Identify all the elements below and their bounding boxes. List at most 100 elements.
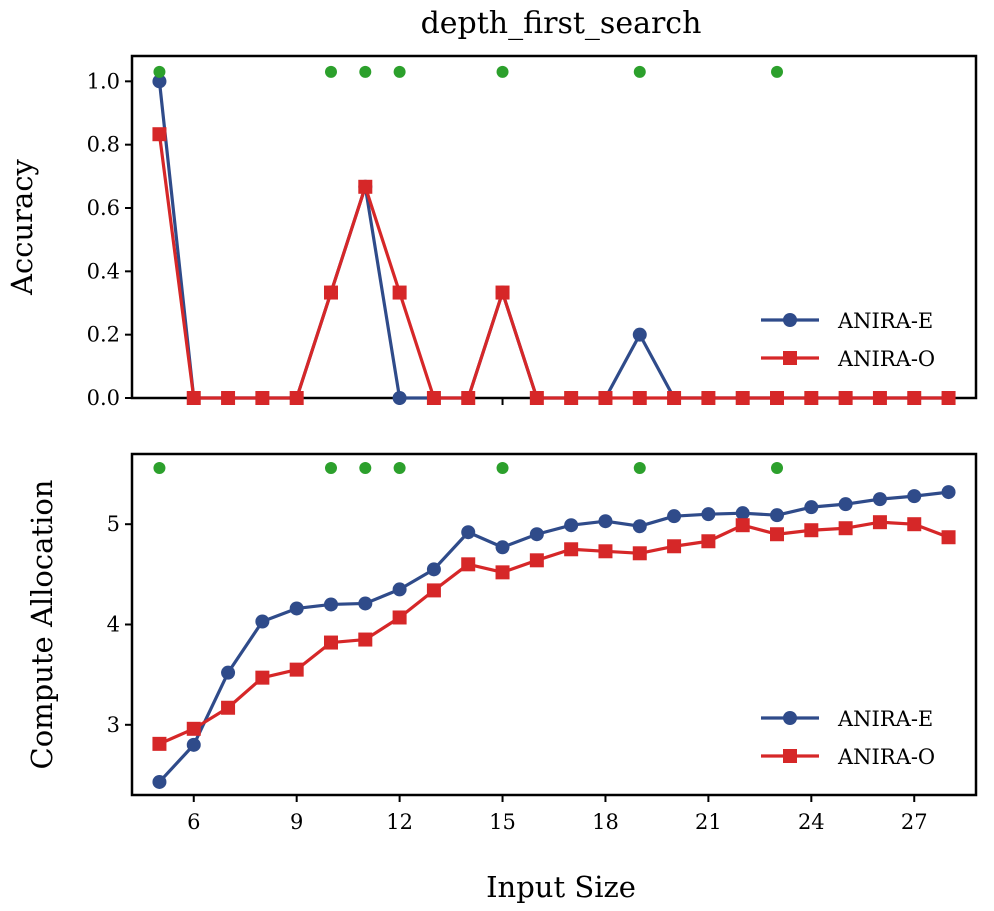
data-point-anira-o — [872, 391, 887, 405]
data-point-anira-e — [770, 508, 785, 523]
data-point-anira-o — [495, 285, 510, 300]
data-point-anira-o — [186, 391, 201, 405]
data-point-anira-o — [461, 391, 476, 405]
data-point-anira-o — [495, 565, 510, 580]
y-tick-label: 0.8 — [87, 133, 120, 157]
x-tick-label: 6 — [187, 810, 200, 834]
data-point-anira-o — [701, 391, 716, 405]
x-tick-label: 12 — [386, 810, 413, 834]
data-point-anira-o — [461, 557, 476, 572]
data-point-anira-o — [872, 515, 887, 530]
data-point-anira-o — [529, 553, 544, 568]
x-tick-label: 15 — [489, 810, 516, 834]
accuracy-panel: 0.0 0.2 0.4 0.6 0.8 1.0 Accuracy ANIRA-E ANIRA-O — [5, 54, 978, 410]
highlight-marker — [324, 65, 337, 78]
highlight-marker — [153, 462, 166, 475]
data-point-anira-e — [632, 327, 647, 342]
data-point-anira-o — [152, 736, 167, 751]
highlight-marker — [359, 65, 372, 78]
highlight-marker — [771, 462, 784, 475]
legend-marker — [783, 749, 797, 763]
y-tick-label: 0.0 — [87, 386, 120, 410]
data-point-anira-e — [186, 737, 201, 752]
x-tick-label: 24 — [798, 810, 825, 834]
data-point-anira-o — [804, 391, 819, 405]
series-line-anira-o — [158, 520, 950, 746]
data-point-anira-o — [907, 517, 922, 532]
highlight-marker — [771, 65, 784, 78]
y-tick-label: 0.6 — [87, 196, 120, 220]
x-tick-label: 27 — [901, 810, 928, 834]
data-point-anira-e — [152, 774, 167, 789]
data-point-anira-o — [221, 391, 236, 405]
data-point-anira-o — [770, 391, 785, 405]
data-point-anira-e — [289, 601, 304, 616]
data-point-anira-e — [598, 514, 613, 529]
data-point-anira-o — [838, 391, 853, 405]
data-point-anira-o — [735, 518, 750, 533]
data-point-anira-o — [323, 285, 338, 300]
legend-marker — [783, 711, 797, 725]
legend-marker — [783, 351, 797, 365]
x-tick-label: 18 — [592, 810, 619, 834]
data-point-anira-o — [529, 391, 544, 405]
data-point-anira-o — [358, 179, 373, 194]
x-tick-label: 21 — [695, 810, 722, 834]
data-point-anira-e — [872, 492, 887, 507]
data-point-anira-e — [838, 497, 853, 512]
data-point-anira-e — [392, 391, 407, 405]
series-line-anira-e — [157, 81, 949, 400]
highlight-marker — [633, 462, 646, 475]
data-point-anira-o — [598, 544, 613, 559]
highlight-marker — [324, 462, 337, 475]
data-point-anira-o — [564, 391, 579, 405]
legend-label: ANIRA-E — [837, 309, 933, 333]
y-tick-label: 0.4 — [87, 259, 120, 283]
data-point-anira-e — [426, 562, 441, 577]
x-tick-label: 9 — [290, 810, 303, 834]
data-point-anira-e — [804, 500, 819, 515]
y-tick-label: 5 — [107, 512, 120, 536]
data-point-anira-o — [289, 391, 304, 405]
highlight-marker — [496, 462, 509, 475]
data-point-anira-o — [152, 127, 167, 142]
legend-label: ANIRA-E — [837, 707, 933, 731]
data-point-anira-o — [667, 391, 682, 405]
chart-title: depth_first_search — [421, 6, 702, 41]
data-point-anira-o — [632, 391, 647, 405]
data-point-anira-e — [632, 519, 647, 534]
highlight-marker — [393, 462, 406, 475]
data-point-anira-e — [392, 582, 407, 597]
data-point-anira-o — [289, 662, 304, 677]
data-point-anira-e — [358, 596, 373, 611]
series-line-anira-e — [158, 490, 949, 784]
highlight-marker — [633, 65, 646, 78]
data-point-anira-e — [907, 489, 922, 504]
data-point-anira-o — [426, 583, 441, 598]
data-point-anira-e — [152, 74, 167, 89]
data-point-anira-o — [255, 391, 270, 405]
data-point-anira-o — [735, 391, 750, 405]
data-point-anira-o — [632, 546, 647, 561]
data-point-anira-o — [838, 521, 853, 536]
x-axis-label: Input Size — [486, 870, 636, 904]
highlight-marker — [393, 65, 406, 78]
data-point-anira-o — [701, 534, 716, 549]
data-point-anira-o — [358, 632, 373, 647]
compute-allocation-panel: 3 4 5 6 9 12 15 18 21 24 27 Compute Allocation ANIRA… — [25, 452, 978, 834]
data-point-anira-o — [770, 527, 785, 542]
data-point-anira-e — [461, 525, 476, 540]
data-point-anira-o — [392, 285, 407, 300]
y-tick-label: 4 — [107, 613, 120, 637]
data-point-anira-o — [564, 542, 579, 557]
data-point-anira-e — [941, 485, 956, 500]
series-line-anira-o — [157, 134, 949, 400]
y-axis-label: Accuracy — [5, 158, 39, 295]
y-tick-label: 1.0 — [87, 69, 120, 93]
data-point-anira-o — [186, 721, 201, 736]
data-point-anira-e — [529, 527, 544, 542]
data-point-anira-e — [667, 509, 682, 524]
data-point-anira-o — [392, 610, 407, 625]
data-point-anira-e — [323, 597, 338, 612]
